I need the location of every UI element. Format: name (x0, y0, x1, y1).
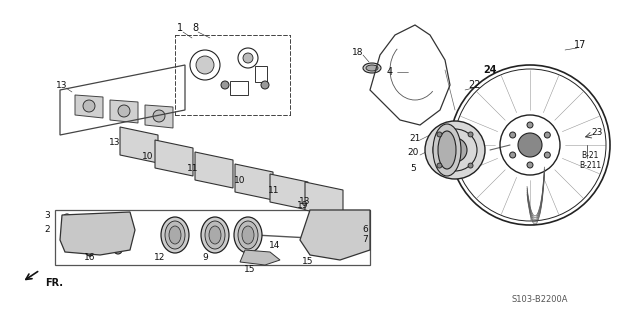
Text: 22: 22 (468, 80, 481, 90)
Text: 9: 9 (202, 253, 208, 262)
Text: S103-B2200A: S103-B2200A (511, 295, 568, 305)
Polygon shape (235, 164, 273, 200)
Text: 13: 13 (109, 138, 121, 147)
Polygon shape (195, 152, 233, 188)
Polygon shape (145, 105, 173, 128)
Text: 3: 3 (44, 211, 50, 220)
Circle shape (243, 53, 253, 63)
Circle shape (221, 81, 229, 89)
Text: 23: 23 (591, 127, 602, 137)
Text: 18: 18 (352, 47, 364, 57)
Text: 13: 13 (299, 197, 311, 206)
Text: 11: 11 (269, 186, 280, 195)
Circle shape (118, 105, 130, 117)
Text: B-21: B-21 (581, 150, 599, 159)
Ellipse shape (242, 226, 254, 244)
Circle shape (123, 223, 133, 233)
Circle shape (443, 138, 467, 162)
Text: 21: 21 (409, 133, 421, 142)
Circle shape (468, 163, 473, 168)
Text: 14: 14 (269, 241, 281, 250)
Polygon shape (110, 100, 138, 123)
Polygon shape (240, 250, 280, 265)
Circle shape (468, 132, 473, 137)
Bar (230, 81, 248, 95)
Circle shape (527, 122, 533, 128)
Ellipse shape (201, 217, 229, 253)
Circle shape (64, 242, 70, 249)
Ellipse shape (366, 65, 378, 71)
Circle shape (545, 132, 550, 138)
Circle shape (527, 162, 533, 168)
Circle shape (196, 56, 214, 74)
Polygon shape (120, 127, 158, 163)
Circle shape (437, 132, 442, 137)
Circle shape (83, 100, 95, 112)
Circle shape (153, 110, 165, 122)
Polygon shape (155, 140, 193, 176)
Circle shape (316, 217, 323, 223)
Text: 12: 12 (155, 253, 166, 262)
Ellipse shape (433, 124, 461, 176)
Ellipse shape (169, 226, 181, 244)
Polygon shape (270, 174, 308, 210)
Ellipse shape (205, 221, 225, 249)
Circle shape (437, 163, 442, 168)
Circle shape (114, 246, 122, 254)
Circle shape (510, 152, 516, 158)
Ellipse shape (165, 221, 185, 249)
Text: 2: 2 (44, 226, 50, 235)
Text: 10: 10 (234, 175, 245, 185)
Text: 1: 1 (177, 23, 183, 33)
Polygon shape (75, 95, 103, 118)
Text: 4: 4 (387, 67, 393, 77)
Ellipse shape (161, 217, 189, 253)
Circle shape (86, 248, 94, 256)
Ellipse shape (234, 217, 262, 253)
Text: 17: 17 (574, 40, 586, 50)
Text: 13: 13 (56, 81, 68, 90)
Polygon shape (300, 210, 370, 260)
Text: 5: 5 (410, 164, 416, 172)
Circle shape (351, 217, 358, 223)
Text: 8: 8 (192, 23, 198, 33)
Circle shape (518, 133, 542, 157)
Text: 6: 6 (362, 226, 368, 235)
Text: 15: 15 (302, 258, 314, 267)
Text: 7: 7 (362, 236, 368, 244)
Text: 16: 16 (84, 253, 96, 262)
Text: 11: 11 (188, 164, 199, 172)
Circle shape (64, 228, 70, 236)
Text: 24: 24 (483, 65, 497, 75)
Polygon shape (60, 212, 135, 255)
Ellipse shape (209, 226, 221, 244)
Ellipse shape (363, 63, 381, 73)
Ellipse shape (438, 131, 456, 169)
Ellipse shape (238, 221, 258, 249)
Ellipse shape (425, 121, 485, 179)
Circle shape (306, 234, 314, 242)
Text: 10: 10 (142, 151, 154, 161)
Text: FR.: FR. (45, 278, 63, 288)
Circle shape (321, 246, 329, 254)
Text: 15: 15 (244, 266, 256, 275)
Circle shape (63, 214, 71, 222)
Bar (255, 66, 267, 82)
Circle shape (261, 81, 269, 89)
Text: 19: 19 (297, 201, 309, 210)
Text: 20: 20 (407, 148, 419, 156)
Circle shape (510, 132, 516, 138)
Circle shape (545, 152, 550, 158)
Text: B-211: B-211 (579, 161, 601, 170)
Polygon shape (305, 182, 343, 218)
